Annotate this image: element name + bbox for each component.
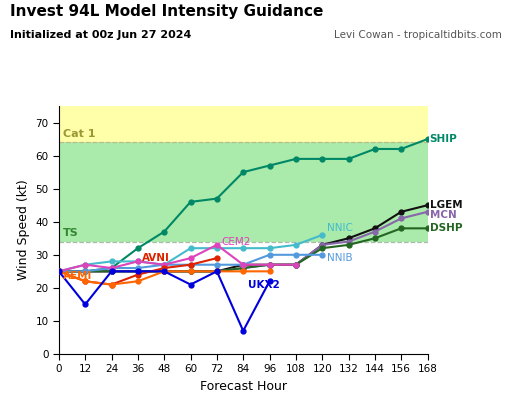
Text: MCN: MCN	[430, 210, 457, 220]
Text: TS: TS	[63, 228, 79, 238]
Text: Initialized at 00z Jun 27 2024: Initialized at 00z Jun 27 2024	[10, 30, 191, 40]
Text: AEMI: AEMI	[63, 271, 93, 281]
Text: UKX2: UKX2	[248, 280, 280, 290]
Text: SHIP: SHIP	[430, 134, 457, 144]
Text: AVNI: AVNI	[142, 253, 170, 263]
Text: CEM2: CEM2	[221, 236, 251, 246]
Text: LGEM: LGEM	[430, 200, 462, 210]
Bar	[59, 242, 428, 354]
Bar	[59, 90, 428, 142]
Text: Levi Cowan - tropicaltidbits.com: Levi Cowan - tropicaltidbits.com	[334, 30, 502, 40]
Text: NNIC: NNIC	[327, 223, 352, 233]
Text: Invest 94L Model Intensity Guidance: Invest 94L Model Intensity Guidance	[10, 4, 324, 19]
Text: Cat 1: Cat 1	[63, 129, 96, 139]
Text: NNIB: NNIB	[327, 253, 352, 263]
Y-axis label: Wind Speed (kt): Wind Speed (kt)	[17, 180, 30, 280]
X-axis label: Forecast Hour: Forecast Hour	[200, 380, 287, 393]
Bar	[59, 142, 428, 242]
Text: DSHP: DSHP	[430, 223, 462, 233]
